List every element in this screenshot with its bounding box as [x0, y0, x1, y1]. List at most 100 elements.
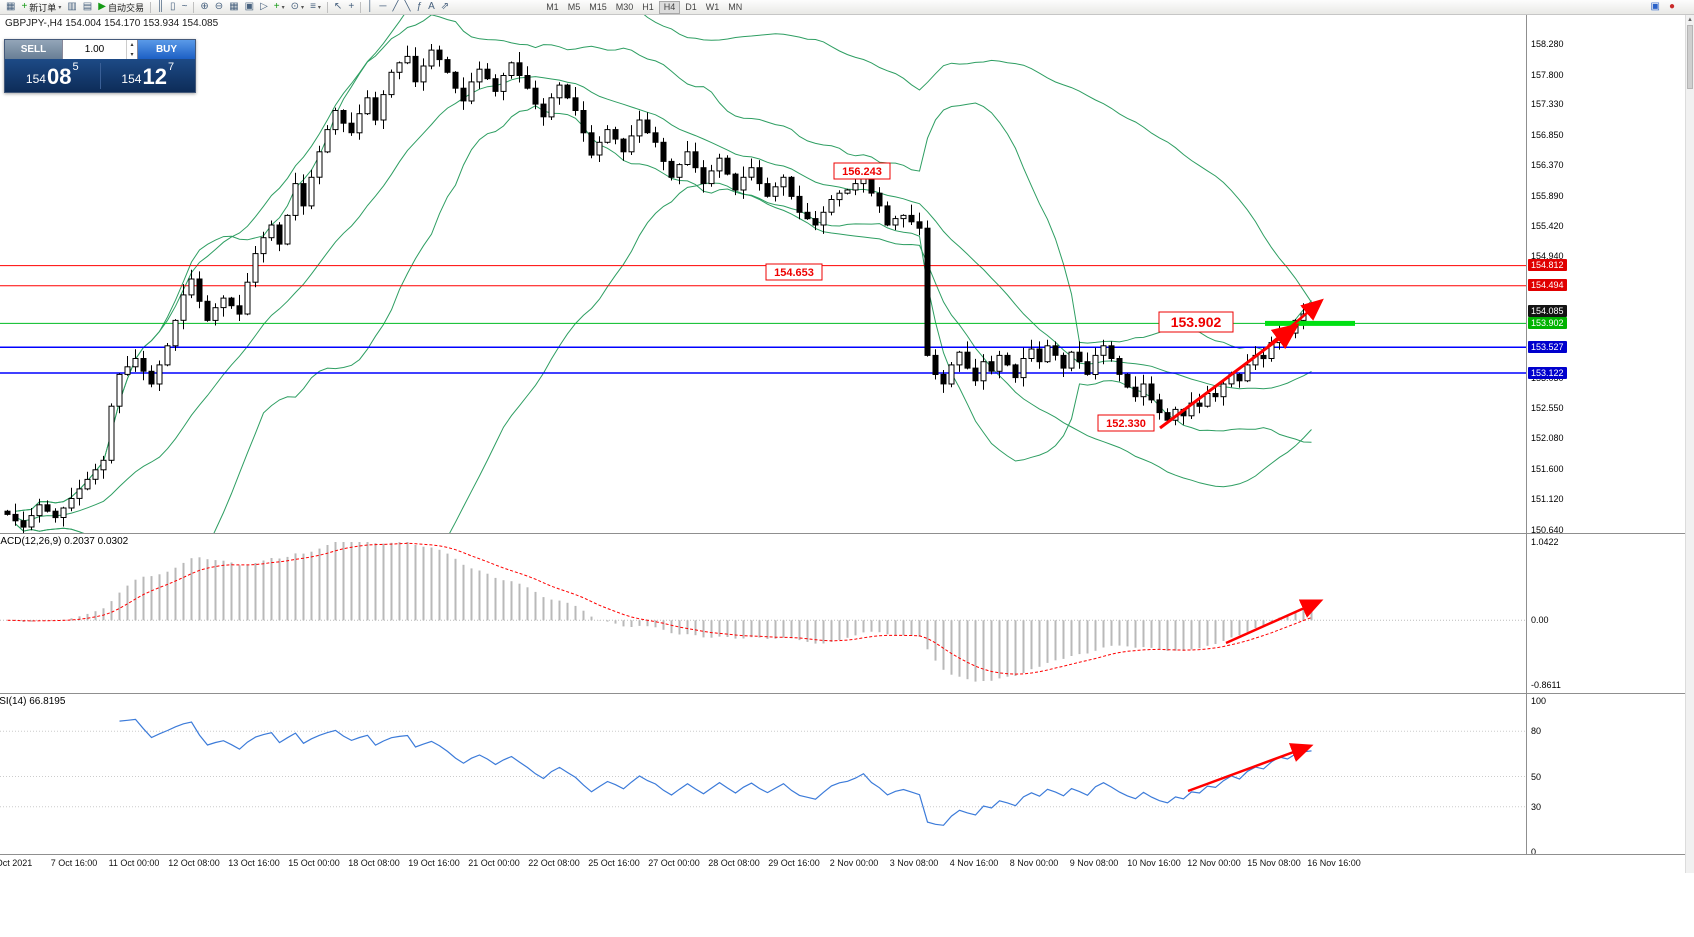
sell-price-display[interactable]: 154 08 5 — [5, 59, 100, 92]
candle-body — [988, 361, 995, 372]
buy-price-display[interactable]: 154 12 7 — [101, 59, 196, 92]
timeframe-m15-button[interactable]: M15 — [589, 1, 607, 12]
price-axis[interactable]: 158.280 157.800 157.330 156.850 156.370 155.8… — [1526, 15, 1686, 533]
line-chart-icon[interactable]: ~ — [179, 1, 191, 14]
timeframe-h1-button[interactable]: H1 — [642, 1, 654, 12]
chart-shift-icon[interactable]: ▷ — [257, 1, 271, 14]
sell-price-pips: 08 — [46, 64, 72, 89]
macd-svg[interactable] — [0, 534, 1526, 693]
channel-icon[interactable]: ╲ — [402, 1, 414, 14]
timeframe-m1-button[interactable]: M1 — [546, 1, 559, 12]
volume-input[interactable]: 1.00 ▴ ▾ — [62, 40, 138, 59]
candle-body — [36, 504, 43, 517]
price-divider — [99, 62, 101, 89]
vertical-scrollbar[interactable]: ▲ — [1685, 15, 1694, 873]
crosshair-icon-glyph: + — [348, 1, 355, 12]
candle-body — [500, 75, 507, 92]
candle-body — [12, 513, 19, 522]
price-tick: 151.120 — [1531, 494, 1564, 504]
candle-body — [20, 520, 27, 528]
candle-body — [460, 87, 467, 102]
rsi-arrow[interactable] — [1187, 743, 1314, 793]
candle-body — [732, 173, 739, 191]
candle-body — [4, 510, 11, 515]
volume-spinner[interactable]: ▴ ▾ — [126, 40, 137, 59]
cursor-icon[interactable]: ↖ — [331, 1, 345, 14]
rsi-axis[interactable]: 100 80 50 30 0 — [1526, 694, 1686, 854]
vertical-line-icon[interactable]: │ — [364, 1, 376, 14]
timeframe-w1-button[interactable]: W1 — [705, 1, 720, 12]
sell-price-fraction: 5 — [72, 61, 79, 73]
crosshair-icon[interactable]: + — [345, 1, 357, 14]
candle-body — [508, 62, 515, 76]
price-label: 153.902 — [1528, 317, 1567, 329]
main-chart-svg[interactable]: 156.243 154.653 153.902 152.330 — [0, 15, 1526, 534]
zoom-in-icon[interactable]: ⊕ — [197, 1, 211, 14]
candle-body — [476, 68, 483, 83]
sell-button[interactable]: SELL — [5, 40, 62, 59]
timeframe-m5-button[interactable]: M5 — [567, 1, 581, 12]
zoom-out-icon[interactable]: ⊖ — [212, 1, 226, 14]
macd-axis[interactable]: 1.0422 0.00 -0.8611 — [1526, 534, 1686, 693]
trendline-icon[interactable]: ╱ — [390, 1, 402, 14]
fibonacci-icon[interactable]: ƒ — [414, 1, 426, 14]
candle-body — [1028, 348, 1035, 359]
templates-icon[interactable]: ≡ ▾ — [307, 1, 324, 14]
new-chart-icon[interactable]: ▦ — [3, 1, 18, 14]
auto-scroll-icon[interactable]: ▣ — [242, 1, 257, 14]
arrow-object-icon[interactable]: ⇗ — [438, 1, 452, 14]
time-label: 12 Nov 00:00 — [1187, 858, 1241, 868]
volume-value: 1.00 — [84, 44, 105, 55]
rsi-svg[interactable] — [0, 694, 1526, 854]
tile-windows-icon[interactable]: ▦ — [226, 1, 241, 14]
auto-trading-button[interactable]: ▶ 自动交易 — [95, 1, 147, 14]
buy-price-base: 154 — [121, 72, 142, 86]
time-label: 28 Oct 08:00 — [708, 858, 760, 868]
candle-body — [708, 170, 715, 185]
candle-body — [1052, 345, 1059, 356]
macd-arrow[interactable] — [1225, 599, 1324, 645]
market-watch-icon[interactable]: ▥ — [64, 1, 79, 14]
indicators-icon[interactable]: + ▾ — [271, 1, 288, 14]
candle-body — [1236, 373, 1243, 382]
candle-body — [572, 97, 579, 112]
candle-body — [900, 214, 907, 220]
status-icon[interactable]: ● — [1666, 1, 1678, 14]
timeframe-m30-button[interactable]: M30 — [615, 1, 634, 12]
buy-button[interactable]: BUY — [138, 40, 195, 59]
time-label: 27 Oct 00:00 — [648, 858, 700, 868]
candle-body — [620, 138, 627, 153]
toolbar: ▦ + 新订单 ▾ ▥ ▤ ▶ 自动交易 ║ ▯ ~ ⊕ ⊖ ▦ ▣ ▷ + ▾ ⊙ ▾ ≡ ▾ ↖ + │ ─ ╱ ╲ ƒ A ⇗ M1 M5… — [0, 0, 1694, 15]
timeframe-h4-button[interactable]: H4 — [658, 0, 681, 14]
green-highlight-segment[interactable] — [1265, 320, 1355, 326]
scroll-up-icon[interactable]: ▲ — [1687, 17, 1693, 23]
new-window-icon[interactable]: ▣ — [1648, 1, 1663, 14]
trend-arrows[interactable] — [1159, 298, 1324, 430]
new-order-button[interactable]: + 新订单 ▾ — [18, 1, 64, 14]
time-label: 3 Nov 08:00 — [889, 858, 939, 868]
bar-chart-icon[interactable]: ║ — [154, 1, 167, 14]
text-label-icon[interactable]: A — [425, 1, 438, 14]
volume-down-icon[interactable]: ▾ — [130, 51, 134, 58]
price-annotations[interactable]: 156.243 154.653 153.902 152.330 — [765, 162, 1234, 432]
candle-body — [532, 87, 539, 105]
timeframe-d1-button[interactable]: D1 — [685, 1, 697, 12]
periods-icon[interactable]: ⊙ ▾ — [288, 1, 307, 14]
candle-body — [852, 183, 859, 191]
data-window-icon[interactable]: ▤ — [80, 1, 95, 14]
volume-up-icon[interactable]: ▴ — [130, 42, 134, 49]
sell-price-base: 154 — [25, 72, 46, 86]
timeframe-mn-button[interactable]: MN — [728, 1, 743, 12]
candle-body — [284, 214, 291, 245]
candle-body — [436, 49, 443, 61]
horizontal-lines[interactable] — [0, 265, 1526, 374]
time-label: Oct 2021 — [0, 858, 33, 868]
time-label: 7 Oct 16:00 — [50, 858, 98, 868]
horizontal-line-icon[interactable]: ─ — [376, 1, 389, 14]
scrollbar-thumb[interactable] — [1687, 25, 1693, 89]
candlestick-chart-icon-glyph: ▯ — [170, 1, 176, 12]
candle-body — [980, 361, 987, 382]
time-axis[interactable]: Oct 2021 7 Oct 16:00 11 Oct 00:00 12 Oct 08… — [0, 855, 1694, 873]
candlestick-chart-icon[interactable]: ▯ — [167, 1, 179, 14]
rsi-line — [119, 718, 1312, 826]
